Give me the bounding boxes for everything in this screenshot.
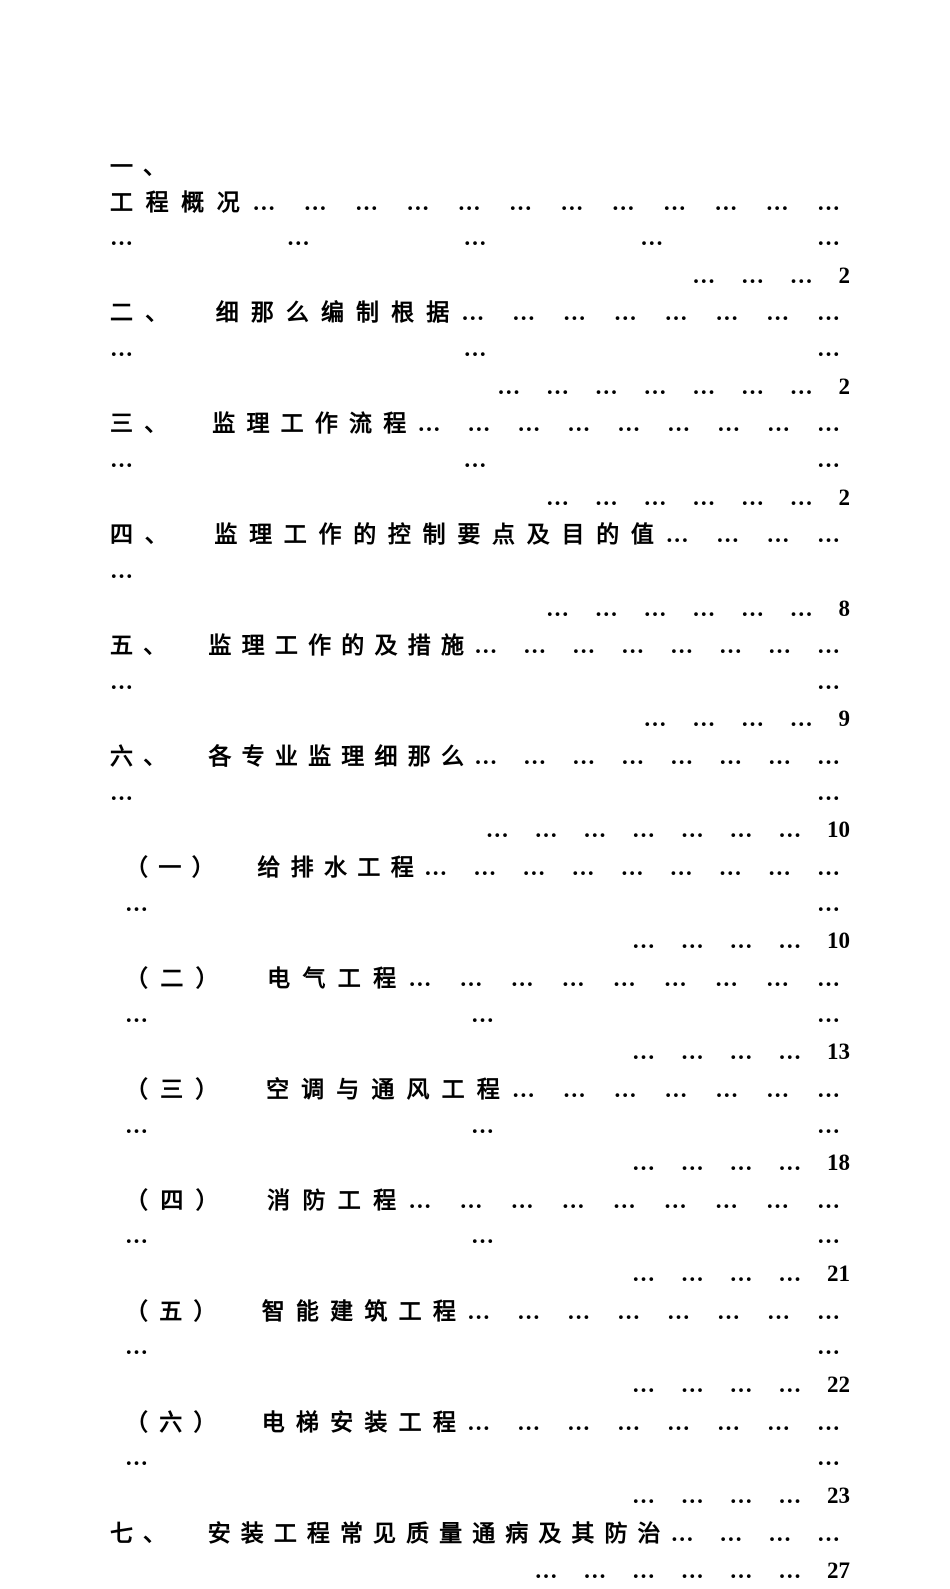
toc-marker: 三、 [110,411,178,436]
page-number: 23 [827,1483,850,1508]
toc-entry-line2: … … … … … … … 2 [110,369,850,405]
toc-entry-line1: 四、 监理工作的控制要点及目的值… … … … … [110,517,850,588]
page-number: 2 [839,485,851,510]
page-number: 13 [827,1039,850,1064]
toc-marker: （三） [125,1077,230,1102]
toc-marker: 四、 [110,522,179,547]
toc-entry-line1: 七、 安装工程常见质量通病及其防治… … … … [110,1516,850,1552]
toc-marker: 七、 [110,1521,176,1546]
toc-marker: （六） [125,1410,228,1435]
toc-entry-line1: 六、 各专业监理细那么… … … … … … … … … … [110,739,850,810]
toc-marker: （四） [125,1188,231,1213]
toc-marker: 一、 [110,150,850,185]
page-number: 10 [827,928,850,953]
toc-entry-line1: （五） 智能建筑工程… … … … … … … … … … [110,1294,850,1365]
toc-entry-line1: 工程概况… … … … … … … … … … … … … … … … … [110,185,850,256]
toc-entry-line1: （三） 空调与通风工程… … … … … … … … … … [110,1072,850,1143]
toc-entry-line2: … … … … 22 [110,1367,850,1403]
page-number: 22 [827,1372,850,1397]
toc-entry-line2: … … … … 23 [110,1478,850,1514]
page-number: 2 [839,263,851,288]
toc-entry-line2: … … … … … … 8 [110,591,850,627]
toc-marker: （二） [125,966,231,991]
page-number: 27 [827,1558,850,1583]
page-number: 18 [827,1150,850,1175]
toc-entry-line2: … … … … 13 [110,1034,850,1070]
toc-entry-line2: … … … … … … … 10 [110,812,850,848]
toc-entry-line1: 二、 细那么编制根据… … … … … … … … … … … [110,295,850,366]
table-of-contents: 一、工程概况… … … … … … … … … … … … … … … … ……… [110,150,850,1589]
page-number: 9 [839,706,851,731]
toc-entry-line2: … … … … 21 [110,1256,850,1292]
toc-entry-line2: … … … 2 [110,258,850,294]
toc-marker: （一） [125,855,225,880]
page-number: 8 [839,596,851,621]
toc-entry-line2: … … … … … … 27 [110,1553,850,1589]
page-number: 10 [827,817,850,842]
toc-marker: 六、 [110,744,176,769]
toc-marker: 二、 [110,300,180,325]
page-number: 2 [839,374,851,399]
toc-marker: （五） [125,1299,228,1324]
toc-entry-line2: … … … … 9 [110,701,850,737]
toc-entry-line1: （一） 给排水工程… … … … … … … … … … … [110,850,850,921]
page-number: 21 [827,1261,850,1286]
toc-entry-line1: （二） 电气工程… … … … … … … … … … … … [110,961,850,1032]
toc-entry-line1: （四） 消防工程… … … … … … … … … … … … [110,1183,850,1254]
toc-entry-line1: 五、 监理工作的及措施… … … … … … … … … … [110,628,850,699]
toc-entry-line1: （六） 电梯安装工程… … … … … … … … … … [110,1405,850,1476]
toc-entry-line2: … … … … 10 [110,923,850,959]
toc-marker: 五、 [110,633,176,658]
toc-entry-line1: 三、 监理工作流程… … … … … … … … … … … … [110,406,850,477]
toc-entry-line2: … … … … … … 2 [110,480,850,516]
toc-entry-line2: … … … … 18 [110,1145,850,1181]
